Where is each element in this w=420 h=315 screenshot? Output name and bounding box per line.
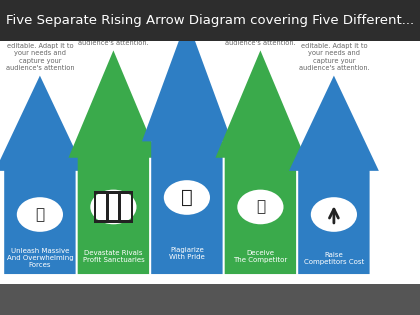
Text: This slide is 100%
editable. Adapt it to
your needs and
capture your
audience's : This slide is 100% editable. Adapt it to… xyxy=(225,11,296,46)
Text: This slide is 100%
editable. Adapt it to
your needs and
capture your
audience's : This slide is 100% editable. Adapt it to… xyxy=(299,36,369,71)
Circle shape xyxy=(237,190,284,224)
Text: This slide is 100%
editable. Adapt it to
your needs and
capture your
audience's : This slide is 100% editable. Adapt it to… xyxy=(152,0,222,14)
Text: Deceive
The Competitor: Deceive The Competitor xyxy=(233,249,288,263)
Polygon shape xyxy=(0,76,85,274)
Bar xyxy=(95,192,132,194)
Bar xyxy=(106,192,108,222)
Text: Plagiarize
With Pride: Plagiarize With Pride xyxy=(169,247,205,260)
Text: This slide is 100%
editable. Adapt it to
your needs and
capture your
audience's : This slide is 100% editable. Adapt it to… xyxy=(5,36,74,71)
Circle shape xyxy=(17,197,63,232)
Text: This slide is 100%
editable. Adapt it to
your needs and
capture your
audience's : This slide is 100% editable. Adapt it to… xyxy=(78,11,149,46)
Text: Raise
Competitors Cost: Raise Competitors Cost xyxy=(304,252,364,265)
Bar xyxy=(131,192,133,222)
Text: Five Separate Rising Arrow Diagram covering Five Different...: Five Separate Rising Arrow Diagram cover… xyxy=(6,14,414,27)
Bar xyxy=(0,284,420,315)
Polygon shape xyxy=(215,50,305,274)
Bar xyxy=(118,192,121,222)
Text: Devastate Rivals
Profit Sanctuaries: Devastate Rivals Profit Sanctuaries xyxy=(82,249,144,263)
Bar xyxy=(0,0,420,41)
Text: ⮧: ⮧ xyxy=(35,207,45,222)
Circle shape xyxy=(311,197,357,232)
Polygon shape xyxy=(142,19,232,274)
Bar xyxy=(94,192,96,222)
Circle shape xyxy=(164,180,210,215)
Polygon shape xyxy=(289,76,379,274)
Circle shape xyxy=(90,190,136,224)
Text: Unleash Massive
And Overwhelming
Forces: Unleash Massive And Overwhelming Forces xyxy=(7,248,73,268)
Text: ✊: ✊ xyxy=(181,188,193,207)
Text: 🥸: 🥸 xyxy=(256,199,265,215)
Bar xyxy=(95,220,132,222)
Polygon shape xyxy=(68,50,158,274)
